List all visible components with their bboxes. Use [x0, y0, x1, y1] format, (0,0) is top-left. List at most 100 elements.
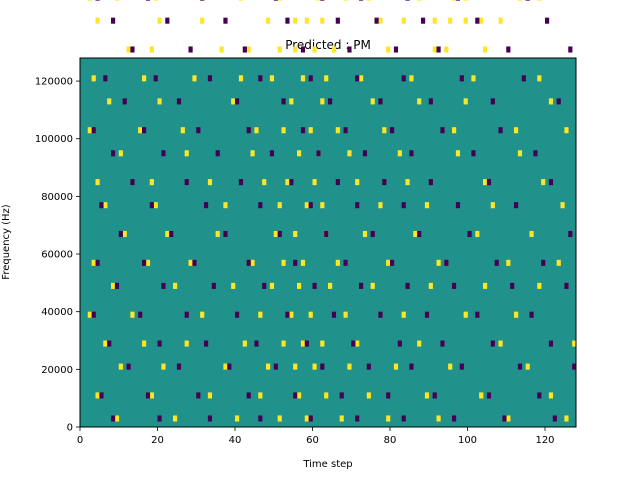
heatmap-cell-high — [304, 415, 309, 422]
heatmap-cell-low — [347, 46, 352, 53]
heatmap-cell-low — [316, 150, 321, 157]
heatmap-cell-high — [475, 230, 480, 238]
heatmap-cell-low — [95, 0, 100, 1]
heatmap-cell-high — [122, 230, 127, 238]
heatmap-cell-high — [180, 127, 185, 134]
heatmap-cell-low — [366, 363, 371, 370]
heatmap-cell-low — [370, 230, 375, 238]
heatmap-cell-high — [324, 392, 329, 399]
heatmap-cell-high — [463, 98, 468, 105]
heatmap-cell-high — [359, 75, 364, 82]
heatmap-cell-high — [463, 17, 468, 24]
heatmap-cell-high — [266, 363, 271, 370]
heatmap-cell-low — [386, 392, 391, 399]
heatmap-cell-low — [467, 230, 472, 238]
heatmap-cell-low — [324, 230, 329, 238]
heatmap-cell-high — [436, 415, 441, 422]
heatmap-cell-high — [304, 17, 309, 24]
heatmap-cell-low — [176, 363, 182, 370]
heatmap-cell-low — [568, 230, 573, 238]
heatmap-cell-low — [176, 98, 182, 105]
heatmap-cell-high — [266, 17, 271, 24]
heatmap-cell-high — [517, 150, 523, 157]
heatmap-cell-high — [320, 202, 325, 209]
heatmap-cell-low — [401, 75, 406, 82]
heatmap-cell-high — [335, 259, 340, 266]
heatmap-cell-low — [502, 415, 507, 422]
heatmap-cell-high — [483, 179, 488, 186]
heatmap-cell-high — [370, 98, 375, 105]
heatmap-cell-high — [126, 46, 131, 53]
heatmap-cell-high — [417, 340, 422, 347]
heatmap-cell-low — [545, 17, 550, 24]
heatmap-cell-high — [529, 230, 534, 238]
y-axis-label: Frequency (Hz) — [1, 204, 12, 280]
heatmap-cells — [87, 0, 577, 422]
heatmap-cell-low — [308, 415, 313, 422]
heatmap-cell-high — [413, 230, 418, 238]
x-tick-label: 20 — [151, 435, 164, 446]
heatmap-cell-low — [393, 46, 399, 53]
heatmap-cell-high — [297, 150, 302, 157]
heatmap-cell-high — [308, 311, 313, 318]
heatmap-cell-high — [192, 75, 197, 82]
heatmap-cell-low — [475, 17, 480, 24]
y-tick-label: 0 — [67, 423, 73, 434]
heatmap-cell-low — [254, 340, 259, 347]
heatmap-cell-low — [258, 75, 263, 82]
heatmap-cell-high — [506, 259, 511, 266]
heatmap-cell-low — [223, 230, 228, 238]
heatmap-cell-low — [285, 311, 290, 318]
heatmap-cell-high — [455, 150, 461, 157]
heatmap-cell-high — [483, 282, 488, 289]
heatmap-cell-low — [529, 311, 534, 318]
heatmap-cell-low — [432, 392, 437, 399]
heatmap-cell-low — [122, 98, 127, 105]
heatmap-cell-low — [300, 127, 306, 134]
heatmap-cell-low — [157, 340, 162, 347]
heatmap-cell-low — [207, 415, 213, 422]
heatmap-cell-low — [169, 230, 174, 238]
heatmap-cell-high — [207, 179, 213, 186]
heatmap-cell-low — [401, 202, 406, 209]
heatmap-cell-low — [153, 75, 158, 82]
heatmap-cell-low — [486, 392, 492, 399]
heatmap-cell-low — [211, 282, 216, 289]
heatmap-cell-high — [335, 127, 340, 134]
heatmap-cell-high — [339, 415, 344, 422]
heatmap-cell-low — [490, 98, 495, 105]
heatmap-cell-high — [448, 17, 453, 24]
heatmap-cell-low — [258, 415, 263, 422]
heatmap-cell-high — [409, 75, 414, 82]
heatmap-cell-high — [331, 46, 337, 53]
heatmap-cell-high — [479, 17, 484, 24]
heatmap-cell-high — [517, 0, 523, 1]
heatmap-cell-high — [142, 340, 147, 347]
heatmap-cell-high — [300, 340, 306, 347]
heatmap-cell-high — [285, 179, 290, 186]
heatmap-cell-high — [114, 415, 120, 422]
heatmap-cell-low — [145, 392, 151, 399]
heatmap-cell-low — [130, 46, 135, 53]
heatmap-cell-high — [498, 340, 503, 347]
heatmap-cell-low — [99, 392, 104, 399]
heatmap-cell-high — [223, 363, 228, 370]
heatmap-cell-low — [440, 127, 445, 134]
heatmap-cell-low — [378, 98, 383, 105]
heatmap-cell-high — [157, 98, 162, 105]
heatmap-cell-high — [537, 282, 542, 289]
heatmap-cell-low — [91, 311, 96, 318]
heatmap-cell-low — [355, 415, 360, 422]
heatmap-cell-low — [285, 17, 290, 24]
heatmap-cell-high — [537, 75, 542, 82]
heatmap-cell-high — [200, 311, 205, 318]
heatmap-cell-high — [269, 75, 275, 82]
heatmap-cell-low — [145, 0, 151, 1]
heatmap-cell-low — [192, 259, 197, 266]
heatmap-cell-low — [343, 127, 348, 134]
heatmap-cell-low — [111, 150, 116, 157]
heatmap-cell-low — [552, 415, 557, 422]
heatmap-cell-low — [281, 98, 286, 105]
heatmap-cell-high — [397, 150, 402, 157]
heatmap-cell-high — [238, 75, 244, 82]
